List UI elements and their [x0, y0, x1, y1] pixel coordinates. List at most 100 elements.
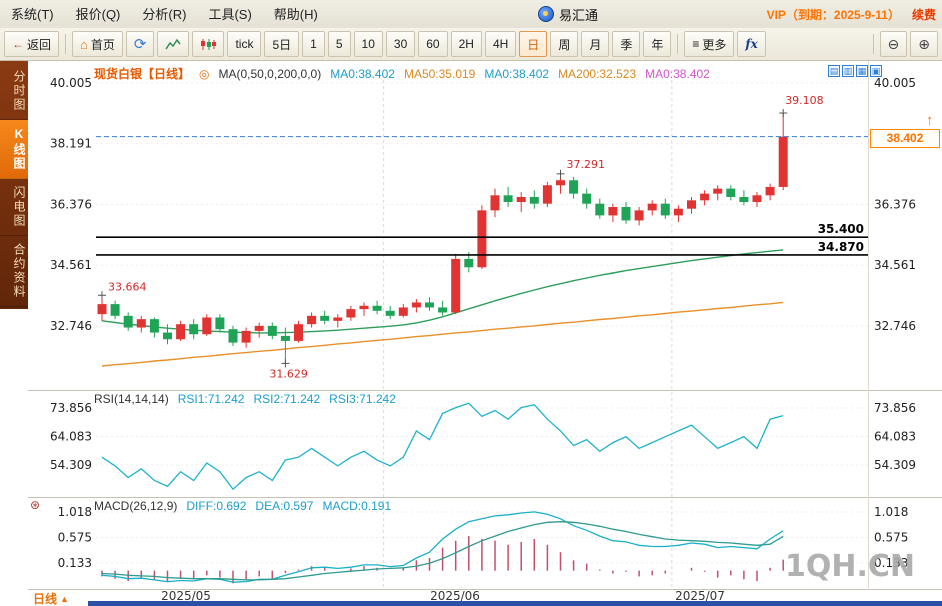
- home-button[interactable]: ⌂ 首页: [72, 31, 123, 57]
- macd-settings-icon[interactable]: ⊛: [30, 498, 41, 512]
- toolbar-separator: [872, 34, 874, 54]
- horizontal-scrollbar[interactable]: [88, 601, 942, 606]
- rsi-panel-header: RSI(14,14,14) RSI1:71.242 RSI2:71.242 RS…: [94, 392, 396, 406]
- more-button[interactable]: ≡ 更多: [684, 31, 735, 57]
- ma-value: MA50:35.019: [403, 66, 476, 81]
- macd-value: MACD:0.191: [322, 499, 392, 513]
- macd-title: MACD(26,12,9): [94, 499, 178, 513]
- layout-icon-1[interactable]: ▤: [828, 65, 840, 77]
- period-month[interactable]: 月: [581, 31, 610, 57]
- layout-icon-3[interactable]: ▦: [856, 65, 868, 77]
- zoom-in-button[interactable]: ⊕: [910, 31, 938, 57]
- rsi-value: RSI3:71.242: [329, 392, 396, 406]
- fx-icon: fx: [745, 37, 758, 51]
- period-1min[interactable]: 1: [302, 31, 325, 57]
- svg-text:31.629: 31.629: [269, 367, 308, 380]
- svg-text:1.018: 1.018: [58, 505, 92, 519]
- sidebar-item-contract-info[interactable]: 合约资料: [0, 236, 28, 307]
- panel-layout-icons: ▤ ▥ ▦ ▣: [828, 65, 882, 77]
- period-week[interactable]: 周: [550, 31, 579, 57]
- refresh-button[interactable]: ⟳: [125, 31, 155, 57]
- zoom-out-icon: ⊖: [887, 35, 900, 52]
- menu-help[interactable]: 帮助(H): [273, 6, 318, 22]
- vip-expiry-label: VIP（到期：2025-9-11）: [766, 7, 900, 22]
- period-10min[interactable]: 10: [353, 31, 383, 57]
- period-30min[interactable]: 30: [385, 31, 416, 57]
- candle-chart-icon: [201, 38, 217, 50]
- app-brand: 易汇通: [538, 0, 598, 28]
- svg-text:40.005: 40.005: [50, 76, 92, 90]
- ma-value: MA0:38.402: [645, 66, 710, 81]
- svg-text:1.018: 1.018: [874, 505, 908, 519]
- period-5day[interactable]: 5日: [264, 31, 300, 57]
- svg-text:34.870: 34.870: [818, 240, 864, 254]
- svg-text:0.133: 0.133: [874, 556, 908, 570]
- macd-value: DIFF:0.692: [186, 499, 247, 513]
- sidebar: 分时图 K线图 闪电图 合约资料: [0, 61, 28, 606]
- svg-text:2025/06: 2025/06: [430, 589, 480, 603]
- menu-lines-icon: ≡: [692, 37, 700, 51]
- toolbar: ← 返回 ⌂ 首页 ⟳ tick 5日 1 5 10 30 60 2H 4H 日 周…: [0, 28, 942, 61]
- vip-area: VIP（到期：2025-9-11） 续费: [767, 0, 936, 28]
- rsi-value: RSI2:71.242: [253, 392, 321, 406]
- sidebar-item-time-chart[interactable]: 分时图: [0, 63, 28, 120]
- formula-button[interactable]: fx: [737, 31, 766, 57]
- layout-icon-2[interactable]: ▥: [842, 65, 854, 77]
- svg-text:35.400: 35.400: [818, 222, 864, 236]
- rsi-title: RSI(14,14,14): [94, 392, 169, 406]
- tab-arrow-icon: ▲: [60, 593, 69, 604]
- period-60min[interactable]: 60: [418, 31, 448, 57]
- period-5min[interactable]: 5: [327, 31, 351, 57]
- line-chart-icon: [165, 38, 182, 49]
- back-button[interactable]: ← 返回: [4, 31, 60, 57]
- svg-text:32.746: 32.746: [50, 319, 92, 333]
- brand-icon: [538, 6, 554, 22]
- toolbar-separator: [677, 34, 679, 54]
- svg-text:36.376: 36.376: [50, 197, 92, 211]
- ma-definition: MA(0,50,0,200,0,0): [218, 66, 322, 81]
- symbol-title: 现货白银【日线】: [94, 67, 191, 81]
- menubar: 系统(T) 报价(Q) 分析(R) 工具(S) 帮助(H) 易汇通 VIP（到期…: [0, 0, 942, 29]
- menu-quotes[interactable]: 报价(Q): [75, 6, 121, 22]
- line-chart-mode-button[interactable]: [157, 31, 190, 57]
- last-price-box: 38.402: [870, 129, 940, 148]
- ma-value: MA200:32.523: [558, 66, 637, 81]
- period-4h[interactable]: 4H: [484, 31, 517, 57]
- menu-system[interactable]: 系统(T): [11, 6, 54, 22]
- menu-tools[interactable]: 工具(S): [208, 6, 252, 22]
- rsi-value: RSI1:71.242: [177, 392, 245, 406]
- menu-analysis[interactable]: 分析(R): [142, 6, 187, 22]
- chart-canvas[interactable]: 40.005 40.005 38.191 36.376 36.376 34.561 34.5…: [28, 61, 942, 606]
- refresh-icon: ⟳: [133, 35, 147, 53]
- period-quarter[interactable]: 季: [612, 31, 641, 57]
- svg-text:2025/05: 2025/05: [161, 589, 211, 603]
- zoom-out-button[interactable]: ⊖: [879, 31, 908, 57]
- svg-text:0.575: 0.575: [874, 531, 908, 545]
- sidebar-item-flash-chart[interactable]: 闪电图: [0, 179, 28, 236]
- layout-icon-4[interactable]: ▣: [870, 65, 882, 77]
- price-panel-header: 现货白银【日线】 ◎ MA(0,50,0,200,0,0) MA0:38.402…: [94, 65, 710, 82]
- period-tick[interactable]: tick: [227, 31, 262, 57]
- svg-text:54.309: 54.309: [874, 458, 916, 472]
- price-up-arrow-icon: ↑: [926, 112, 934, 129]
- ma-value: MA0:38.402: [330, 66, 395, 81]
- period-2h[interactable]: 2H: [450, 31, 482, 57]
- candle-chart-mode-button[interactable]: [192, 31, 225, 57]
- home-icon: ⌂: [80, 36, 88, 52]
- period-year[interactable]: 年: [643, 31, 672, 57]
- indicator-gear-icon[interactable]: ◎: [199, 66, 210, 81]
- svg-text:0.133: 0.133: [58, 556, 92, 570]
- zoom-in-icon: ⊕: [918, 35, 930, 52]
- svg-text:37.291: 37.291: [567, 158, 606, 171]
- renew-link[interactable]: 续费: [911, 7, 936, 22]
- back-arrow-icon: ←: [12, 37, 24, 51]
- svg-text:73.856: 73.856: [874, 401, 916, 415]
- svg-text:1QH.CN: 1QH.CN: [785, 549, 915, 584]
- period-day[interactable]: 日: [519, 31, 548, 57]
- period-tab-daily[interactable]: 日线 ▲: [33, 592, 69, 606]
- sidebar-item-kline-chart[interactable]: K线图: [0, 120, 28, 179]
- svg-text:2025/07: 2025/07: [675, 589, 725, 603]
- svg-text:38.191: 38.191: [50, 137, 92, 151]
- macd-value: DEA:0.597: [255, 499, 314, 513]
